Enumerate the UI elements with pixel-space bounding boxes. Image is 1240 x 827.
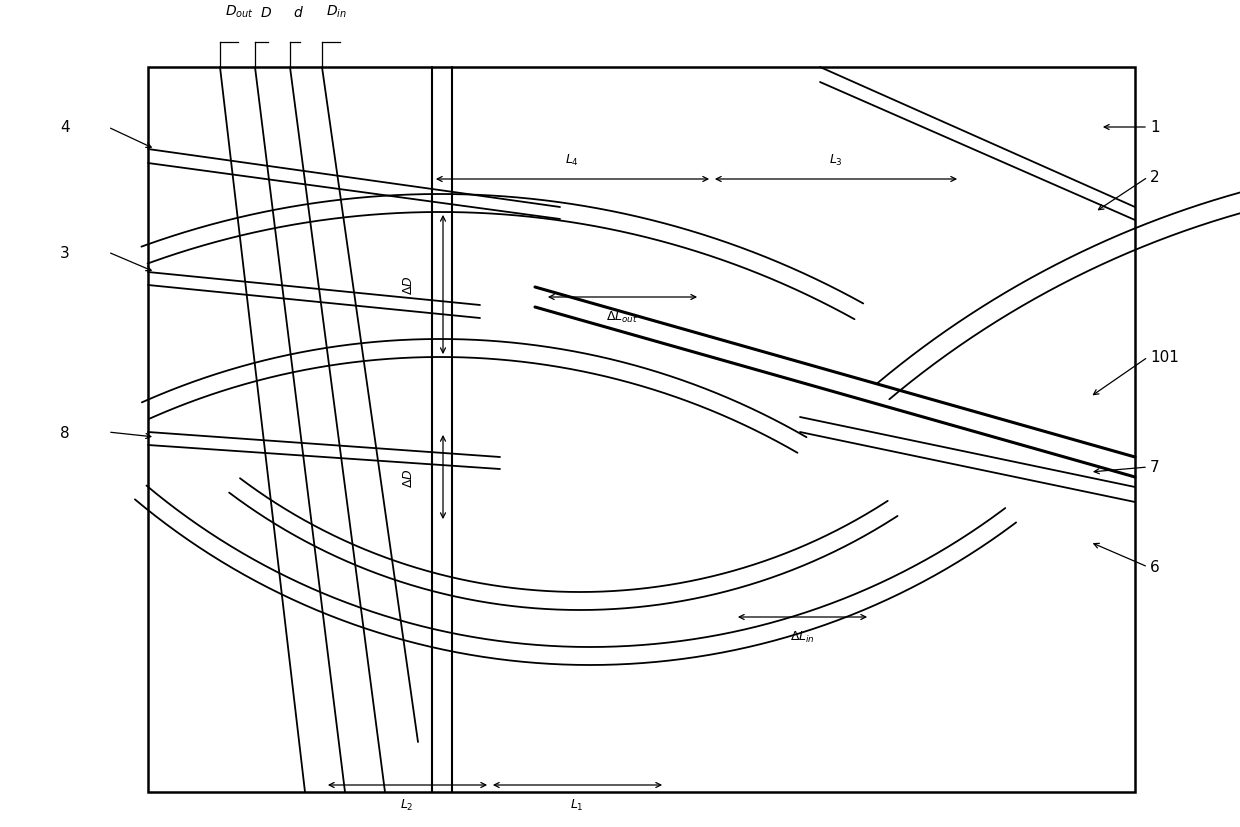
Text: $\Delta L_{out}$: $\Delta L_{out}$ <box>606 309 639 325</box>
Text: $L_2$: $L_2$ <box>401 797 414 812</box>
Text: $\Delta D$: $\Delta D$ <box>402 275 415 294</box>
Text: $D_{in}$: $D_{in}$ <box>326 3 347 20</box>
Text: 1: 1 <box>1149 121 1159 136</box>
Text: $D$: $D$ <box>260 6 272 20</box>
Text: 4: 4 <box>60 121 69 136</box>
Text: $\Delta D$: $\Delta D$ <box>402 467 415 487</box>
Text: 2: 2 <box>1149 170 1159 185</box>
Text: 8: 8 <box>60 425 69 440</box>
Text: $\Delta L_{in}$: $\Delta L_{in}$ <box>790 629 815 644</box>
Text: 3: 3 <box>60 245 69 261</box>
Text: $D_{out}$: $D_{out}$ <box>224 3 254 20</box>
Text: $L_1$: $L_1$ <box>570 797 584 812</box>
Text: 101: 101 <box>1149 350 1179 365</box>
Text: 6: 6 <box>1149 560 1159 575</box>
Polygon shape <box>146 474 1006 648</box>
Text: $L_4$: $L_4$ <box>565 153 579 168</box>
Text: $d$: $d$ <box>293 5 304 20</box>
Polygon shape <box>148 213 854 432</box>
Text: 7: 7 <box>1149 460 1159 475</box>
Text: $L_3$: $L_3$ <box>830 153 843 168</box>
